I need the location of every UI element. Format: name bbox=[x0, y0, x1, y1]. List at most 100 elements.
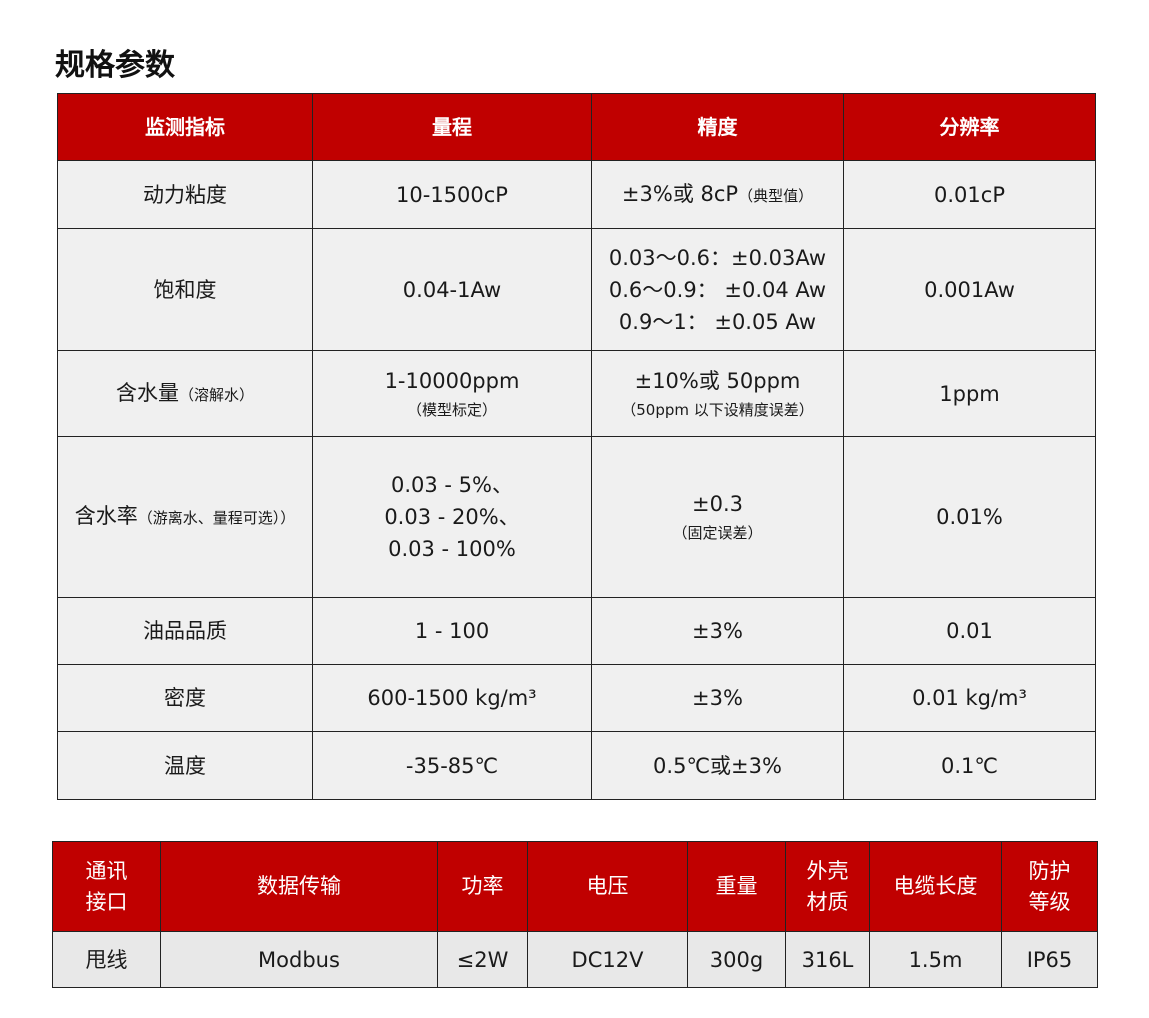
header-line: 防护 bbox=[1028, 858, 1071, 883]
metric-label: 含水量 bbox=[115, 380, 179, 405]
table-row: 温度 -35-85℃ 0.5℃或±3% 0.1℃ bbox=[57, 731, 1096, 800]
column-header: 分辨率 bbox=[843, 93, 1096, 161]
value-cell: ≤2W bbox=[437, 931, 528, 988]
header-line: 电缆长度 bbox=[893, 874, 978, 898]
accuracy-note: （50ppm 以下设精度误差） bbox=[621, 400, 814, 419]
column-header: 功率 bbox=[437, 841, 528, 932]
range-line: 0.03 - 5%、 bbox=[390, 473, 513, 497]
column-header: 通讯 接口 bbox=[52, 841, 161, 932]
range-cell: 0.04-1Aw bbox=[312, 228, 592, 351]
metric-label: 饱和度 bbox=[153, 277, 217, 302]
range-line: 10-1500cP bbox=[396, 182, 508, 207]
header-line: 材质 bbox=[806, 889, 849, 914]
column-header: 电缆长度 bbox=[869, 841, 1002, 932]
metric-cell: 动力粘度 bbox=[57, 160, 313, 229]
header-line: 接口 bbox=[85, 889, 128, 914]
range-line: 0.03 - 100% bbox=[388, 537, 516, 561]
resolution-cell: 0.01% bbox=[843, 436, 1096, 598]
header-line: 等级 bbox=[1028, 889, 1071, 914]
metric-cell: 饱和度 bbox=[57, 228, 313, 351]
resolution-cell: 0.01 kg/m³ bbox=[843, 664, 1096, 732]
metric-label: 密度 bbox=[164, 686, 206, 710]
range-line: -35-85℃ bbox=[405, 753, 499, 778]
range-line: 1-10000ppm bbox=[384, 368, 520, 393]
range-cell: 0.03 - 5%、 0.03 - 20%、 0.03 - 100% bbox=[312, 436, 592, 598]
resolution-cell: 0.1℃ bbox=[843, 731, 1096, 800]
header-line: 电压 bbox=[586, 874, 629, 898]
header-line: 外壳 bbox=[806, 858, 849, 883]
value-cell: 1.5m bbox=[869, 931, 1002, 988]
accuracy-line: ±3% bbox=[692, 686, 743, 710]
range-cell: 600-1500 kg/m³ bbox=[312, 664, 592, 732]
resolution-cell: 0.01cP bbox=[843, 160, 1096, 229]
accuracy-line: 0.03～0.6：±0.03Aw bbox=[608, 245, 827, 270]
column-header: 量程 bbox=[312, 93, 592, 161]
hardware-table: 通讯 接口 数据传输 功率 电压 重量 外壳 材质 电缆长度 防护 等级 甩线 Modbus ≤2W DC… bbox=[52, 841, 1098, 988]
metric-label: 油品品质 bbox=[143, 619, 227, 643]
accuracy-cell: ±3% bbox=[591, 664, 844, 732]
accuracy-line: 0.9～1： ±0.05 Aw bbox=[618, 309, 817, 334]
metric-label: 动力粘度 bbox=[143, 182, 227, 207]
table-row: 含水量（溶解水） 1-10000ppm （模型标定） ±10%或 50ppm （50pp… bbox=[57, 350, 1096, 437]
table-row: 密度 600-1500 kg/m³ ±3% 0.01 kg/m³ bbox=[57, 664, 1096, 732]
page-title: 规格参数 bbox=[55, 48, 175, 83]
metric-cell: 油品品质 bbox=[57, 597, 313, 665]
accuracy-cell: ±3%或 8cP（典型值） bbox=[591, 160, 844, 229]
range-cell: 10-1500cP bbox=[312, 160, 592, 229]
column-header: 监测指标 bbox=[57, 93, 313, 161]
value-cell: IP65 bbox=[1001, 931, 1098, 988]
accuracy-line: ±0.3 bbox=[692, 492, 743, 516]
metric-note: （溶解水） bbox=[178, 385, 254, 404]
header-line: 数据传输 bbox=[257, 874, 341, 898]
range-line: 1 - 100 bbox=[414, 619, 490, 643]
accuracy-cell: ±3% bbox=[591, 597, 844, 665]
metric-cell: 含水率（游离水、量程可选）） bbox=[57, 436, 313, 598]
header-line: 重量 bbox=[715, 874, 758, 898]
table-row: 油品品质 1 - 100 ±3% 0.01 bbox=[57, 597, 1096, 665]
value-cell: 甩线 bbox=[52, 931, 161, 988]
metric-label: 含水率 bbox=[74, 504, 138, 528]
table-row: 饱和度 0.04-1Aw 0.03～0.6：±0.03Aw 0.6～0.9： ±0.0… bbox=[57, 228, 1096, 351]
accuracy-line: ±10%或 50ppm bbox=[634, 368, 801, 393]
accuracy-line: 0.5℃或±3% bbox=[653, 753, 782, 778]
accuracy-line: ±3%或 8cP（典型值） bbox=[621, 181, 814, 206]
range-note: （模型标定） bbox=[406, 400, 497, 419]
accuracy-cell: 0.03～0.6：±0.03Aw 0.6～0.9： ±0.04 Aw 0.9～1： … bbox=[591, 228, 844, 351]
value-cell: 300g bbox=[687, 931, 786, 988]
accuracy-cell: 0.5℃或±3% bbox=[591, 731, 844, 800]
accuracy-line: 0.6～0.9： ±0.04 Aw bbox=[608, 277, 827, 302]
resolution-cell: 1ppm bbox=[843, 350, 1096, 437]
accuracy-line: ±3% bbox=[692, 619, 743, 643]
accuracy-cell: ±10%或 50ppm （50ppm 以下设精度误差） bbox=[591, 350, 844, 437]
spec-table: 监测指标 量程 精度 分辨率 动力粘度 10-1500cP ±3%或 8cP（典型值） 0.… bbox=[57, 93, 1096, 800]
table-row: 含水率（游离水、量程可选）） 0.03 - 5%、 0.03 - 20%、 0.03 … bbox=[57, 436, 1096, 598]
resolution-cell: 0.01 bbox=[843, 597, 1096, 665]
table-row: 动力粘度 10-1500cP ±3%或 8cP（典型值） 0.01cP bbox=[57, 160, 1096, 229]
range-cell: 1-10000ppm （模型标定） bbox=[312, 350, 592, 437]
range-cell: 1 - 100 bbox=[312, 597, 592, 665]
range-line: 0.04-1Aw bbox=[402, 277, 502, 302]
metric-cell: 密度 bbox=[57, 664, 313, 732]
value-cell: Modbus bbox=[160, 931, 438, 988]
range-line: 0.03 - 20%、 bbox=[384, 505, 520, 529]
metric-cell: 温度 bbox=[57, 731, 313, 800]
resolution-cell: 0.001Aw bbox=[843, 228, 1096, 351]
range-cell: -35-85℃ bbox=[312, 731, 592, 800]
accuracy-note: （固定误差） bbox=[672, 524, 763, 542]
header-line: 功率 bbox=[461, 874, 504, 898]
value-cell: DC12V bbox=[527, 931, 688, 988]
column-header: 重量 bbox=[687, 841, 786, 932]
accuracy-note: （典型值） bbox=[738, 186, 814, 205]
value-cell: 316L bbox=[785, 931, 870, 988]
accuracy-cell: ±0.3 （固定误差） bbox=[591, 436, 844, 598]
metric-cell: 含水量（溶解水） bbox=[57, 350, 313, 437]
column-header: 防护 等级 bbox=[1001, 841, 1098, 932]
range-line: 600-1500 kg/m³ bbox=[367, 686, 537, 710]
column-header: 电压 bbox=[527, 841, 688, 932]
column-header: 外壳 材质 bbox=[785, 841, 870, 932]
column-header: 数据传输 bbox=[160, 841, 438, 932]
metric-note: （游离水、量程可选）） bbox=[137, 509, 296, 527]
header-line: 通讯 bbox=[85, 858, 128, 883]
metric-label: 温度 bbox=[164, 753, 206, 778]
column-header: 精度 bbox=[591, 93, 844, 161]
